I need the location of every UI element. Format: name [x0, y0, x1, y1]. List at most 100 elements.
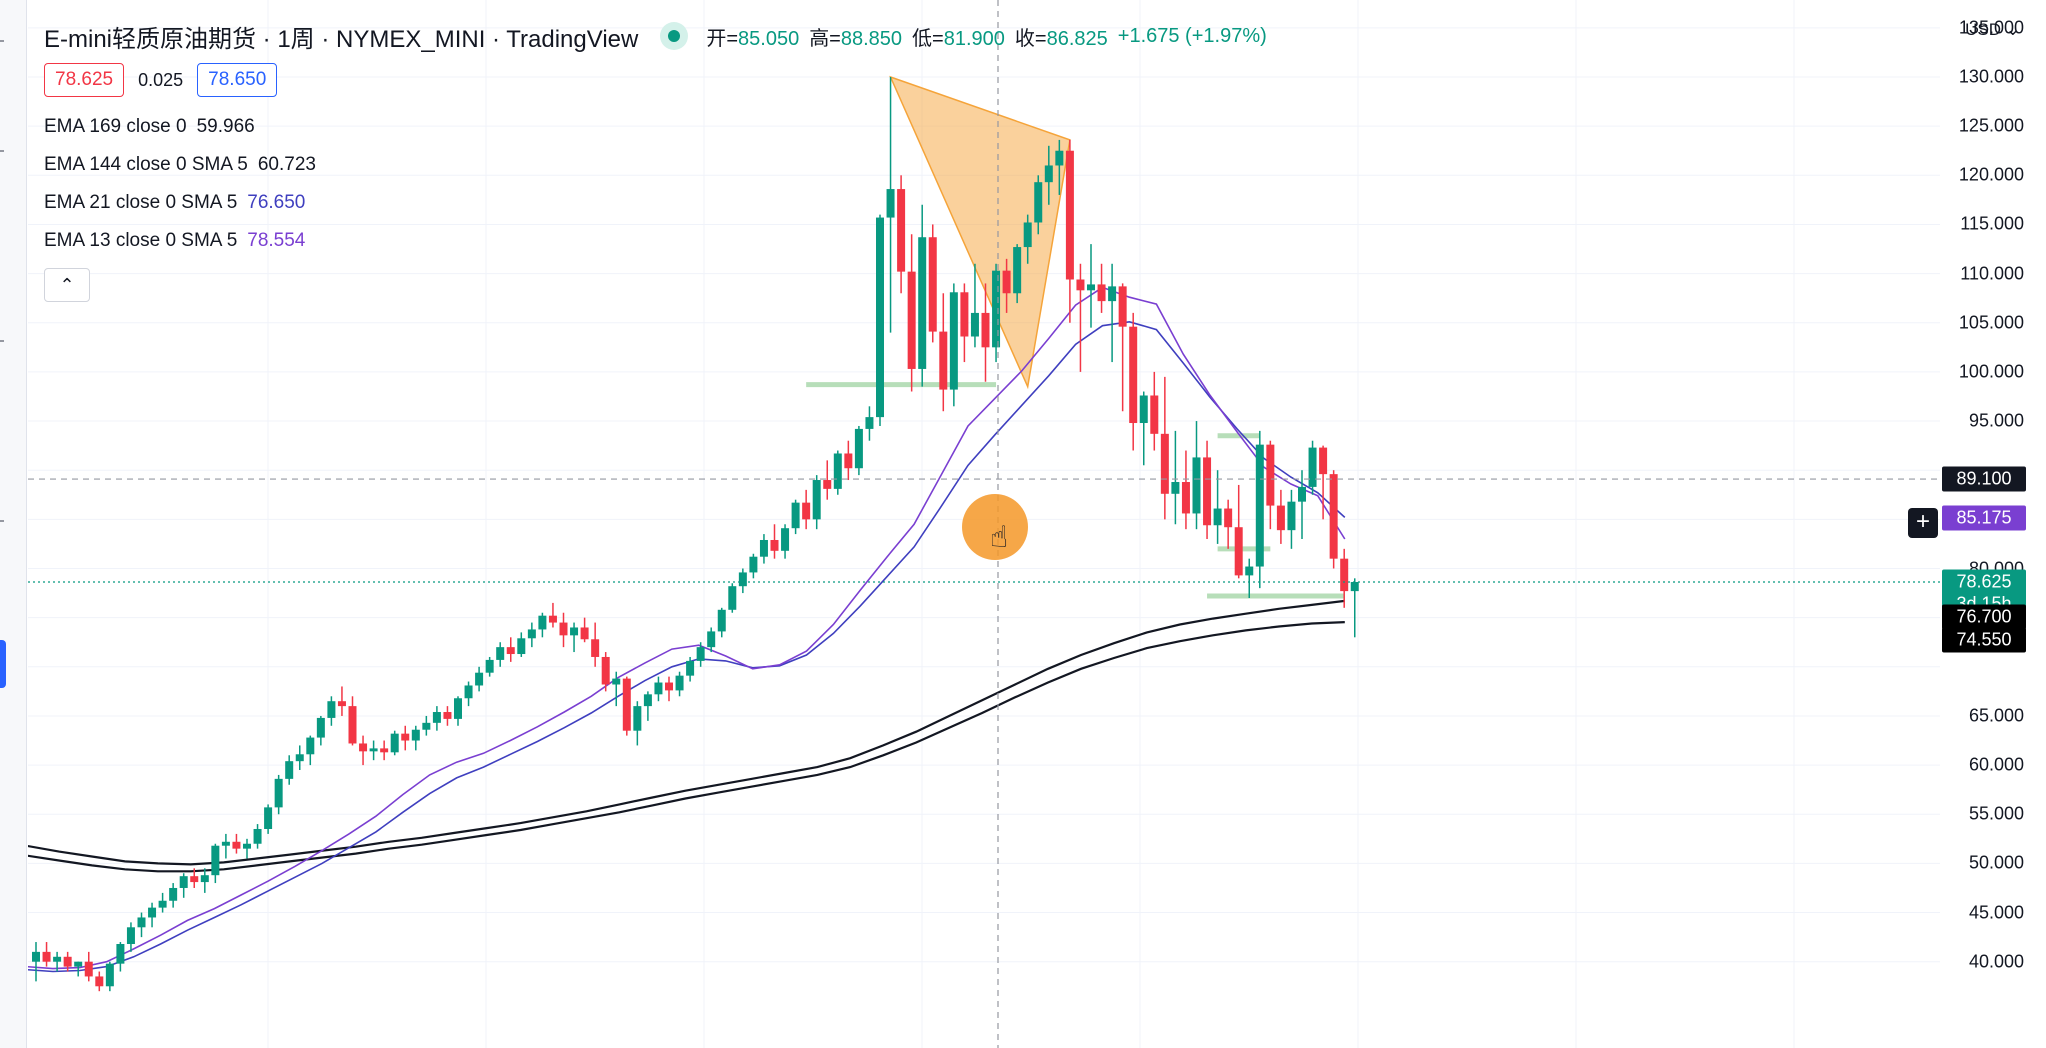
indicator-ema13[interactable]: EMA 13 close 0 SMA 5 78.554 [44, 230, 306, 251]
candle-body [454, 698, 462, 719]
candle-body [970, 312, 979, 337]
cursor-highlight [962, 494, 1028, 560]
candle-body [1203, 457, 1212, 526]
indicator-list: EMA 169 close 0 59.966 EMA 144 close 0 SM… [44, 108, 1267, 260]
candle-body [1065, 150, 1074, 280]
candle-body [1181, 481, 1190, 514]
candle-body [538, 615, 547, 630]
price-chart[interactable] [28, 0, 1940, 1048]
quote-row: 78.625 0.025 78.650 [44, 60, 1267, 100]
candle-body [1087, 284, 1095, 291]
left-drawing-toolbar[interactable] [0, 0, 27, 1048]
hand-cursor-icon: ☝ [990, 521, 1009, 554]
candle-body [781, 528, 790, 551]
symbol-title[interactable]: E-mini轻质原油期货 · 1周 · NYMEX_MINI · Trading… [44, 25, 639, 53]
indicator-ema21[interactable]: EMA 21 close 0 SMA 5 76.650 [44, 192, 306, 213]
axis-tick-label: 120.000 [1958, 164, 2024, 185]
toolbar-marker [0, 520, 4, 522]
candle-body [253, 828, 262, 844]
buy-price-button[interactable]: 78.650 [197, 63, 278, 97]
candle-body [1329, 474, 1338, 559]
currency-selector[interactable]: USD ⌄ [1965, 20, 2020, 39]
candle-body [74, 961, 83, 967]
candle-body [1213, 508, 1222, 526]
candle-body [1139, 395, 1148, 424]
axis-tick-label: 95.000 [1968, 410, 2024, 431]
axis-price-label: 78.625 [1942, 569, 2026, 595]
candle-body [337, 701, 346, 707]
candle-body [812, 480, 821, 520]
ohlc-low: 低=81.900 [912, 27, 1005, 50]
candle-body [717, 609, 726, 632]
candle-body [148, 907, 157, 918]
candle-body [1108, 286, 1117, 302]
candle-body [791, 502, 800, 529]
candle-body [485, 659, 494, 673]
candle-body [1013, 247, 1022, 294]
candle-body [1287, 501, 1296, 531]
triangle-pattern-drawing [889, 75, 1071, 390]
candle-body [643, 694, 652, 707]
candle-body [707, 631, 716, 648]
candle-body [960, 292, 969, 337]
candle-body [897, 189, 906, 272]
candle-body [918, 237, 927, 369]
axis-tick-label: 50.000 [1968, 852, 2024, 873]
candle-body [992, 270, 1001, 348]
crosshair-layer [28, 0, 1940, 1048]
candle-body [274, 778, 283, 808]
candle-body [1340, 558, 1349, 592]
market-status-icon[interactable] [660, 22, 689, 50]
indicator-ema144[interactable]: EMA 144 close 0 SMA 5 60.723 [44, 154, 316, 175]
candle-body [84, 961, 93, 977]
active-tool-indicator[interactable] [0, 640, 6, 688]
candle-body [1192, 457, 1201, 514]
candle-body [475, 672, 484, 686]
ohlc-open: 开=85.050 [706, 27, 800, 50]
axis-tick-label: 115.000 [1960, 213, 2024, 234]
candle-body [981, 312, 990, 348]
toolbar-marker [0, 150, 4, 152]
axis-tick-label: 40.000 [1968, 951, 2024, 972]
price-axis[interactable]: USD ⌄ 135.000 130.000 125.000 120.000 115.00… [1940, 0, 2046, 1048]
candle-body [865, 417, 874, 429]
toolbar-marker [0, 40, 4, 42]
spread-value: 0.025 [138, 69, 184, 90]
candle-body [116, 944, 125, 964]
ema144-line [28, 599, 1345, 866]
candle-body [949, 292, 958, 390]
symbol-title-row[interactable]: E-mini轻质原油期货 · 1周 · NYMEX_MINI · Trading… [44, 18, 1267, 54]
candle-body [548, 615, 557, 623]
axis-tick-label: 65.000 [1968, 705, 2024, 726]
indicator-ema169[interactable]: EMA 169 close 0 59.966 [44, 116, 255, 137]
collapse-legend-button[interactable]: ⌃ [44, 268, 90, 302]
candle-body [1076, 279, 1085, 291]
candle-body [570, 627, 579, 636]
candle-body [833, 453, 842, 489]
add-alert-plus-icon[interactable]: + [1908, 508, 1938, 538]
candle-body [633, 706, 642, 731]
candle-body [295, 754, 304, 762]
candle-body [105, 963, 114, 987]
axis-tick-label: 135.000 [1958, 17, 2024, 38]
candle-body [1002, 270, 1011, 294]
candle-body [348, 706, 357, 744]
candle-body [422, 722, 431, 730]
ema169-line [28, 621, 1345, 873]
candle-body [1044, 165, 1053, 183]
candle-body [211, 845, 220, 876]
candle-body [823, 480, 832, 489]
axis-tick-label: 45.000 [1968, 902, 2024, 923]
candle-body [1118, 286, 1127, 327]
candle-body [654, 682, 663, 695]
candle-body [886, 189, 895, 218]
candle-body [1298, 486, 1306, 502]
candle-body [42, 951, 51, 962]
axis-price-label: 74.550 [1942, 627, 2026, 653]
candle-body [401, 733, 410, 741]
candle-body [876, 217, 884, 418]
sell-price-button[interactable]: 78.625 [44, 63, 125, 97]
candle-body [738, 572, 747, 587]
axis-price-label: 76.700 [1942, 604, 2026, 630]
candle-body [232, 841, 241, 849]
